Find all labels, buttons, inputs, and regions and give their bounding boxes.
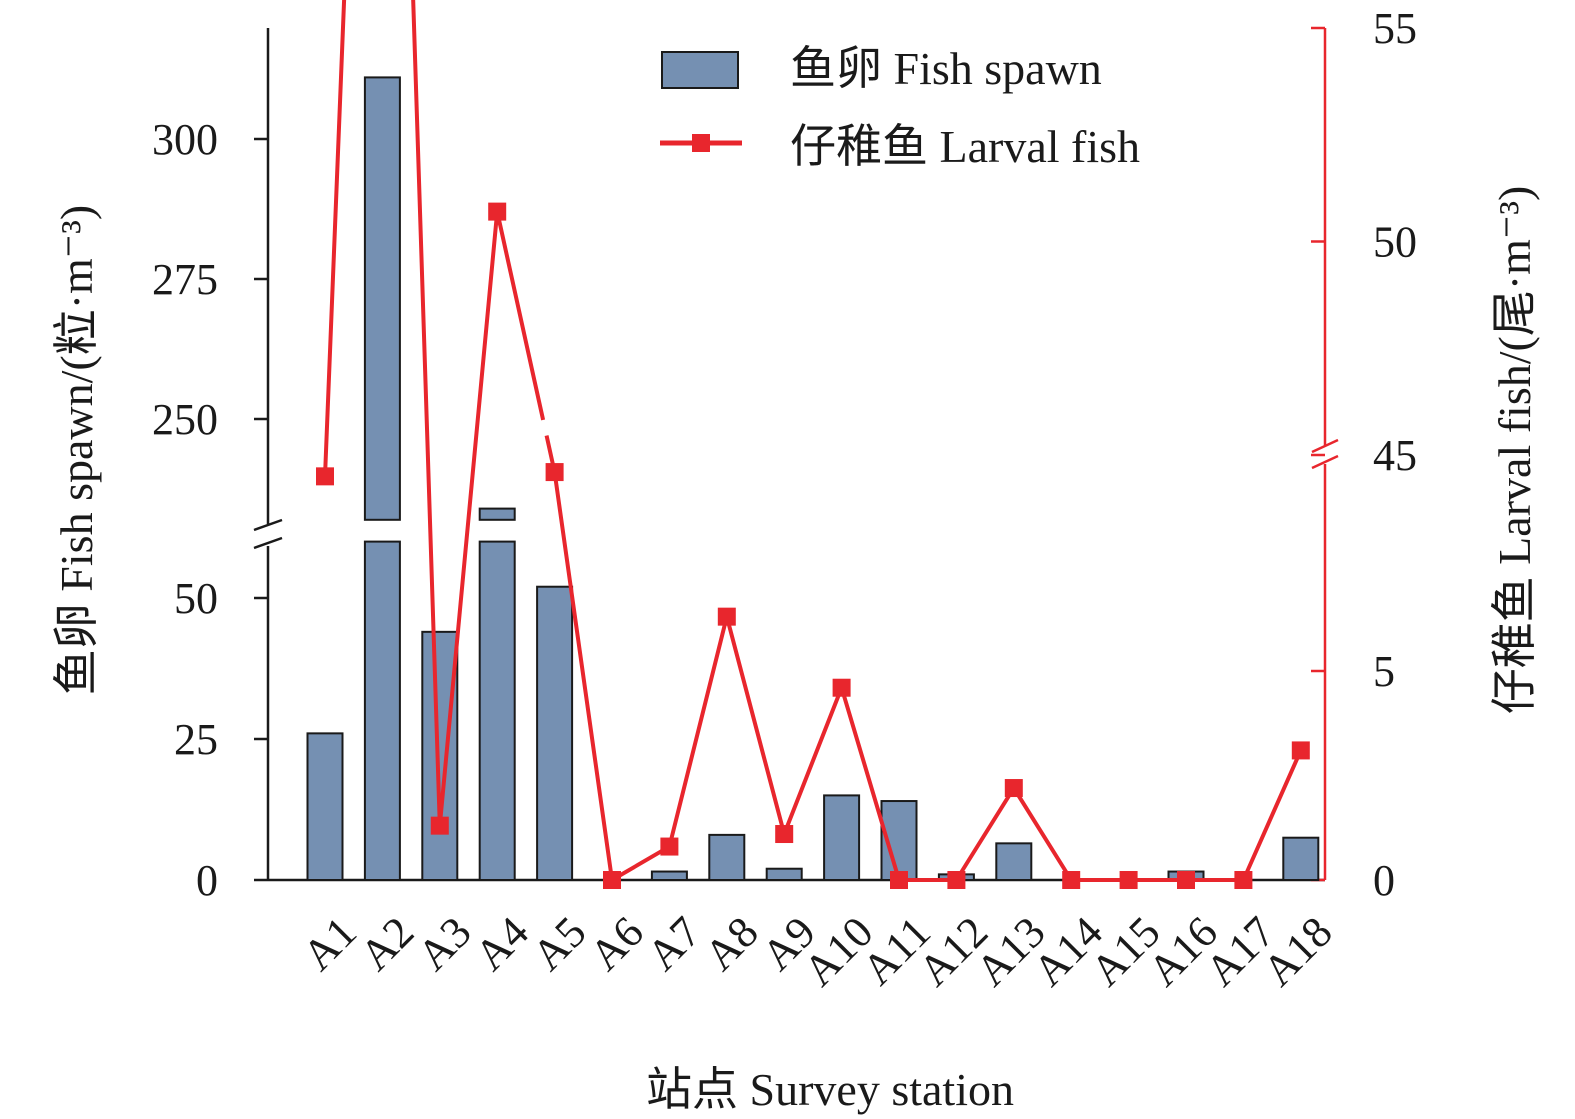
larval-fish-point xyxy=(1004,779,1023,798)
larval-fish-point xyxy=(316,467,334,486)
larval-fish-point xyxy=(832,678,851,697)
left-tick-label: 0 xyxy=(196,856,218,905)
left-axis-title: 鱼卵 Fish spawn/(粒·m⁻³) xyxy=(51,205,102,695)
legend-label-larval-fish: 仔稚鱼 Larval fish xyxy=(790,121,1140,172)
x-axis-title: 站点 Survey station xyxy=(646,1064,1014,1115)
fish-spawn-bar xyxy=(536,585,574,881)
larval-fish-point xyxy=(890,871,908,889)
left-tick-label: 300 xyxy=(152,115,218,164)
legend-bar-swatch xyxy=(661,51,739,89)
larval-fish-point xyxy=(430,816,449,835)
fish-spawn-bar xyxy=(363,540,401,881)
fish-spawn-bar xyxy=(363,76,401,521)
larval-fish-point xyxy=(1234,871,1253,889)
left-axis-line xyxy=(253,28,283,880)
larval-fish-point xyxy=(775,825,794,844)
larval-fish-line-path xyxy=(323,0,1303,882)
left-axis-ticks: 0 25 50 250 275 300 xyxy=(152,115,268,905)
fish-spawn-bar xyxy=(995,842,1033,882)
larval-fish-point xyxy=(717,607,736,626)
right-axis-title: 仔稚鱼 Larval fish/(尾·m⁻³) xyxy=(1489,186,1540,715)
larval-fish-point xyxy=(603,871,621,889)
left-tick-label: 275 xyxy=(152,255,218,304)
larval-fish-point xyxy=(1062,871,1081,889)
larval-fish-point xyxy=(488,202,507,221)
larval-fish-point xyxy=(1177,871,1195,889)
legend-line-marker xyxy=(692,134,710,152)
fish-spawn-bar xyxy=(478,540,516,881)
fish-spawn-bar xyxy=(1282,836,1320,882)
larval-fish-point xyxy=(545,463,564,482)
fish-spawn-bars xyxy=(306,76,1320,882)
right-axis-ticks: 0 5 45 50 55 xyxy=(1311,4,1417,905)
legend: 鱼卵 Fish spawn 仔稚鱼 Larval fish xyxy=(660,43,1140,172)
right-tick-label: 0 xyxy=(1373,856,1395,905)
larval-fish-line xyxy=(316,0,1310,889)
right-tick-label: 45 xyxy=(1373,431,1417,480)
fish-spawn-bar xyxy=(823,794,861,882)
fish-spawn-bar xyxy=(650,870,688,881)
larval-fish-point xyxy=(1291,741,1310,760)
legend-label-fish-spawn: 鱼卵 Fish spawn xyxy=(790,43,1102,94)
fish-spawn-bar xyxy=(306,732,344,881)
right-tick-label: 5 xyxy=(1373,647,1395,696)
left-tick-label: 50 xyxy=(174,574,218,623)
left-tick-label: 25 xyxy=(174,715,218,764)
left-tick-label: 250 xyxy=(152,395,218,444)
right-tick-label: 50 xyxy=(1373,218,1417,267)
right-tick-label: 55 xyxy=(1373,4,1417,53)
fish-spawn-bar xyxy=(478,507,516,521)
larval-fish-point xyxy=(947,871,966,889)
fish-spawn-bar xyxy=(708,833,746,882)
fish-spawn-bar xyxy=(765,867,803,881)
x-tick-label: A18 xyxy=(1253,907,1341,995)
x-tick-labels: A1A2A3A4A5A6A7A8A9A10A11A12A13A14A15A16A… xyxy=(293,907,1341,995)
larval-fish-point xyxy=(660,837,679,856)
larval-fish-point xyxy=(1119,871,1138,889)
fish-spawn-bar xyxy=(421,630,459,882)
